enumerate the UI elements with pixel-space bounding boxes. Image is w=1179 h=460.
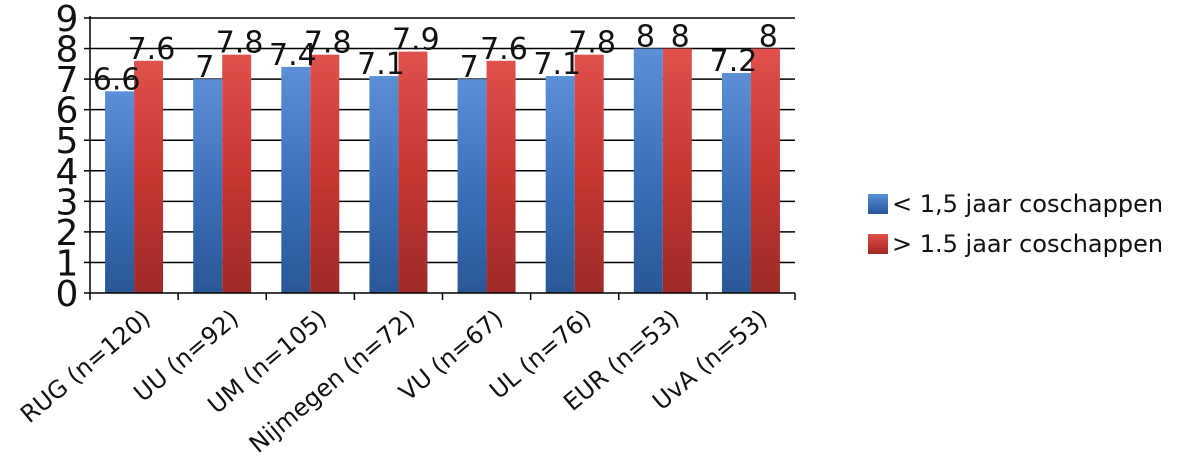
data-label-series-1: 7.2 bbox=[710, 44, 758, 79]
x-tick-labels: RUG (n=120)UU (n=92)UM (n=105)Nijmegen (… bbox=[15, 304, 773, 458]
data-label-series-2: 8 bbox=[671, 20, 690, 55]
data-label-series-2: 7.8 bbox=[568, 26, 616, 61]
bar-series-1 bbox=[369, 76, 399, 293]
y-tick-label: 2 bbox=[56, 213, 79, 254]
y-tick-label: 7 bbox=[56, 60, 79, 101]
y-tick-label: 4 bbox=[56, 152, 79, 193]
data-label-series-1: 8 bbox=[636, 20, 655, 55]
data-label-series-1: 7 bbox=[195, 50, 214, 85]
bar-series-2 bbox=[662, 48, 692, 293]
x-tick-label: Nijmegen (n=72) bbox=[244, 304, 420, 455]
y-tick-label: 0 bbox=[56, 274, 79, 315]
data-label-series-2: 7.9 bbox=[392, 23, 440, 58]
bar-series-2 bbox=[398, 51, 428, 293]
legend-swatch-series-2 bbox=[868, 234, 888, 254]
data-label-series-2: 7.6 bbox=[480, 32, 528, 67]
bar-series-2 bbox=[222, 54, 252, 293]
data-label-series-2: 8 bbox=[759, 20, 778, 55]
bar-series-1 bbox=[633, 48, 663, 293]
bar-series-1 bbox=[281, 66, 311, 293]
y-tick-label: 9 bbox=[56, 0, 79, 40]
bar-series-1 bbox=[457, 79, 487, 293]
bar-series-2 bbox=[486, 60, 516, 294]
bar-series-2 bbox=[750, 48, 780, 293]
data-label-series-1: 7.1 bbox=[533, 47, 581, 82]
bar-series-2 bbox=[574, 54, 604, 293]
x-tick-label: RUG (n=120) bbox=[15, 304, 156, 429]
y-tick-label: 3 bbox=[56, 182, 79, 223]
y-tick-label: 8 bbox=[56, 30, 79, 71]
legend-label-series-1: < 1,5 jaar coschappen bbox=[892, 190, 1164, 218]
legend-item-series-1: < 1,5 jaar coschappen bbox=[868, 184, 1163, 224]
legend-swatch-series-1 bbox=[868, 194, 888, 214]
bar-series-2 bbox=[134, 60, 164, 294]
data-label-series-2: 7.8 bbox=[304, 26, 352, 61]
bar-series-1 bbox=[545, 76, 575, 293]
y-tick-label: 5 bbox=[56, 121, 79, 162]
bar-series-1 bbox=[721, 73, 751, 293]
data-labels: 6.6 7 7.4 7.1 7 7.187.27.6 7.8 7.8 7.9 7.6 7.8 8 8 bbox=[93, 20, 778, 98]
legend: < 1,5 jaar coschappen > 1.5 jaar coschap… bbox=[868, 184, 1163, 264]
y-tick-label: 6 bbox=[56, 91, 79, 132]
data-label-series-2: 7.6 bbox=[128, 32, 176, 67]
data-label-series-2: 7.8 bbox=[216, 26, 264, 61]
legend-item-series-2: > 1.5 jaar coschappen bbox=[868, 224, 1163, 264]
bar-series-2 bbox=[310, 54, 340, 293]
legend-label-series-2: > 1.5 jaar coschappen bbox=[892, 230, 1164, 258]
bar-series-1 bbox=[105, 91, 135, 293]
axes bbox=[84, 16, 796, 300]
data-label-series-1: 6.6 bbox=[93, 62, 141, 97]
bar-series-1 bbox=[193, 79, 223, 293]
data-label-series-1: 7.1 bbox=[357, 47, 405, 82]
bars bbox=[105, 48, 780, 294]
y-tick-label: 1 bbox=[56, 243, 79, 284]
data-label-series-1: 7.4 bbox=[269, 38, 317, 73]
data-label-series-1: 7 bbox=[460, 50, 479, 85]
